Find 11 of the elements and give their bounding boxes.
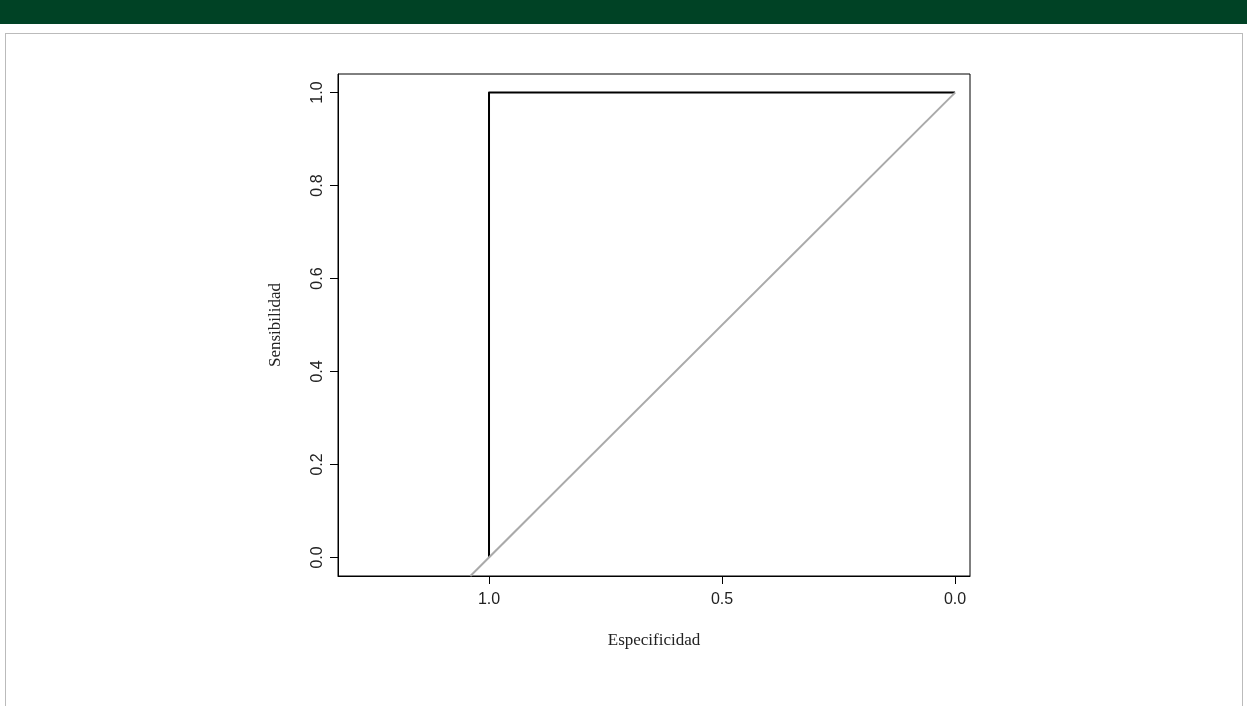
x-tick-label: 1.0 — [477, 589, 501, 607]
y-tick-label: 0.6 — [307, 267, 325, 290]
x-tick-label: 0.5 — [710, 589, 734, 607]
y-tick-label: 1.0 — [307, 81, 325, 104]
x-tick-label: 0.0 — [943, 589, 967, 607]
y-axis-title: Sensibilidad — [265, 282, 284, 368]
y-tick-label: 0.8 — [307, 174, 325, 197]
y-tick-label: 0.4 — [307, 360, 325, 383]
y-tick-label: 0.0 — [307, 546, 325, 569]
x-axis-title: Especificidad — [607, 630, 701, 649]
y-tick-label: 0.2 — [307, 453, 325, 476]
